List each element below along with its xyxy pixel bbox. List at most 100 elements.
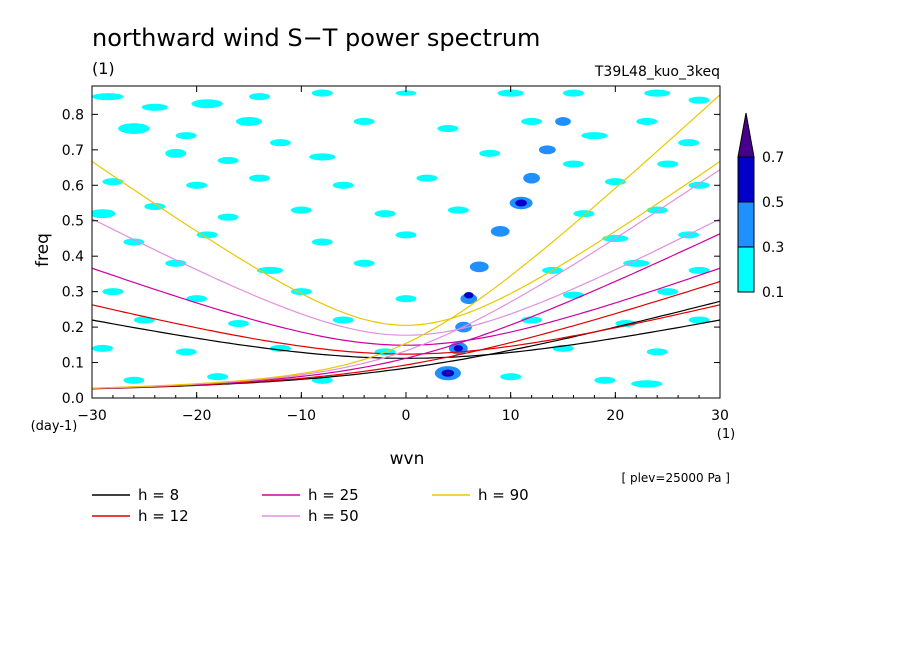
spectrum-patch-0 bbox=[92, 93, 124, 101]
spectrum-patch-40 bbox=[646, 206, 668, 214]
spectrum-patch-64 bbox=[688, 316, 710, 324]
legend-label-h90: h = 90 bbox=[478, 486, 529, 504]
spectrum-patch-20 bbox=[165, 148, 187, 158]
colorbar-label: 0.5 bbox=[762, 195, 784, 211]
legend-label-h8: h = 8 bbox=[138, 486, 179, 504]
spectrum-patch-88 bbox=[453, 345, 464, 352]
spectrum-patch-34 bbox=[144, 203, 166, 211]
colorbar-segment-0 bbox=[737, 246, 755, 293]
spectrum-patch-76 bbox=[631, 380, 663, 388]
spectrum-patch-61 bbox=[332, 316, 354, 324]
legend-label-h12: h = 12 bbox=[138, 507, 189, 525]
spectrum-patch-33 bbox=[92, 209, 116, 219]
spectrum-patch-66 bbox=[175, 348, 197, 356]
curve-h90-branch-2 bbox=[92, 160, 720, 326]
spectrum-patch-85 bbox=[538, 145, 556, 155]
spectrum-patch-15 bbox=[437, 125, 459, 133]
spectrum-patch-41 bbox=[123, 238, 145, 246]
colorbar-segment-1 bbox=[737, 201, 755, 248]
spectrum-patch-71 bbox=[123, 376, 145, 384]
spectrum-patch-72 bbox=[207, 373, 229, 381]
legend-label-h25: h = 25 bbox=[308, 486, 359, 504]
spectrum-patch-81 bbox=[469, 261, 489, 273]
spectrum-patch-90 bbox=[515, 199, 527, 207]
spectrum-patch-22 bbox=[309, 153, 336, 161]
dispersion-curves bbox=[92, 94, 720, 390]
spectrum-patch-12 bbox=[235, 117, 263, 126]
spectrum-patch-58 bbox=[657, 288, 679, 296]
colorbar-label: 0.1 bbox=[762, 285, 784, 301]
spectrum-patch-53 bbox=[102, 288, 124, 296]
spectrum-patch-27 bbox=[186, 181, 208, 189]
spectrum-patch-36 bbox=[290, 206, 312, 214]
x-tick-label: 10 bbox=[502, 408, 520, 424]
x-tick-label: −20 bbox=[182, 408, 212, 424]
spectrum-patch-26 bbox=[102, 178, 124, 186]
spectrum-patch-37 bbox=[374, 210, 396, 218]
spectrum-patch-30 bbox=[416, 174, 438, 182]
curve-h25-branch-2 bbox=[92, 267, 720, 346]
y-tick-label: 0.1 bbox=[62, 356, 84, 372]
spectrum-patch-84 bbox=[523, 172, 540, 184]
curve-h12-branch-2 bbox=[92, 304, 720, 355]
spectrum-patch-54 bbox=[186, 295, 208, 303]
spectrum-patch-65 bbox=[92, 344, 113, 352]
x-tick-label: 30 bbox=[711, 408, 729, 424]
spectrum-patch-55 bbox=[290, 288, 312, 296]
spectrum-patch-35 bbox=[217, 213, 239, 221]
y-tick-label: 0.6 bbox=[62, 178, 84, 194]
y-axis-unit: (day-1) bbox=[31, 419, 78, 434]
y-tick-label: 0.8 bbox=[62, 107, 84, 123]
x-axis-label: wvn bbox=[390, 449, 425, 469]
spectrum-patch-21 bbox=[217, 156, 239, 164]
spectrum-patch-44 bbox=[395, 231, 417, 239]
spectrum-patch-23 bbox=[479, 149, 501, 157]
spectrum-patch-51 bbox=[623, 259, 650, 267]
spectrum-patch-57 bbox=[563, 291, 584, 299]
spectrum-patch-16 bbox=[521, 117, 543, 125]
spectrum-patch-70 bbox=[646, 348, 668, 356]
colorbar-segment-2 bbox=[737, 156, 755, 203]
x-tick-label: 0 bbox=[402, 408, 411, 424]
spectrum-patch-7 bbox=[563, 89, 584, 97]
spectrum-patch-74 bbox=[500, 373, 522, 381]
spectrum-patch-75 bbox=[594, 376, 616, 384]
spectrum-patch-52 bbox=[688, 266, 710, 274]
curve-h50-branch-2 bbox=[92, 218, 720, 336]
spectrum-patch-60 bbox=[228, 320, 250, 328]
spectrum-patch-5 bbox=[395, 90, 417, 96]
spectrum-patch-13 bbox=[269, 139, 291, 147]
spectrum-patch-49 bbox=[353, 259, 375, 267]
spectrum-patch-17 bbox=[581, 132, 608, 140]
spectrum-patch-43 bbox=[311, 238, 333, 246]
y-tick-label: 0.3 bbox=[62, 285, 84, 301]
spectrum-patch-47 bbox=[165, 259, 187, 267]
case-name: T39L48_kuo_3keq bbox=[594, 64, 720, 80]
spectrum-patch-18 bbox=[636, 117, 658, 125]
x-tick-label: 20 bbox=[606, 408, 624, 424]
spectrum-patch-14 bbox=[353, 117, 375, 125]
spectrum-patch-38 bbox=[447, 206, 469, 214]
colorbar: 0.1 0.3 0.5 0.7 bbox=[737, 112, 784, 301]
spectrum-patch-89 bbox=[464, 291, 474, 299]
spectrum-patches bbox=[92, 89, 710, 388]
level-note: [ plev=25000 Pa ] bbox=[621, 471, 730, 485]
x-tick-label: −30 bbox=[77, 408, 107, 424]
spectrum-patch-1 bbox=[141, 103, 168, 111]
chart-title: northward wind S−T power spectrum bbox=[92, 24, 540, 52]
spectrum-patch-19 bbox=[678, 139, 700, 147]
spectrum-patch-91 bbox=[445, 371, 451, 375]
spectrum-patch-11 bbox=[175, 132, 197, 140]
spectrum-patch-25 bbox=[657, 160, 679, 168]
spectrum-patch-42 bbox=[196, 231, 218, 239]
colorbar-label: 0.7 bbox=[762, 150, 784, 166]
spectrum-patch-9 bbox=[688, 96, 710, 104]
y-tick-label: 0.5 bbox=[62, 214, 84, 230]
spectrum-patch-10 bbox=[118, 123, 150, 134]
x-axis-unit: (1) bbox=[717, 427, 735, 442]
chart-title-unit: (1) bbox=[92, 59, 115, 78]
axis-ticks: −30 −20 −10 0 10 20 30 0.0 0.1 0.2 0.3 0.4 0.5 0.6 0.7… bbox=[62, 86, 729, 424]
plot-area bbox=[92, 86, 720, 398]
curve-h90-branch-1 bbox=[92, 94, 720, 389]
